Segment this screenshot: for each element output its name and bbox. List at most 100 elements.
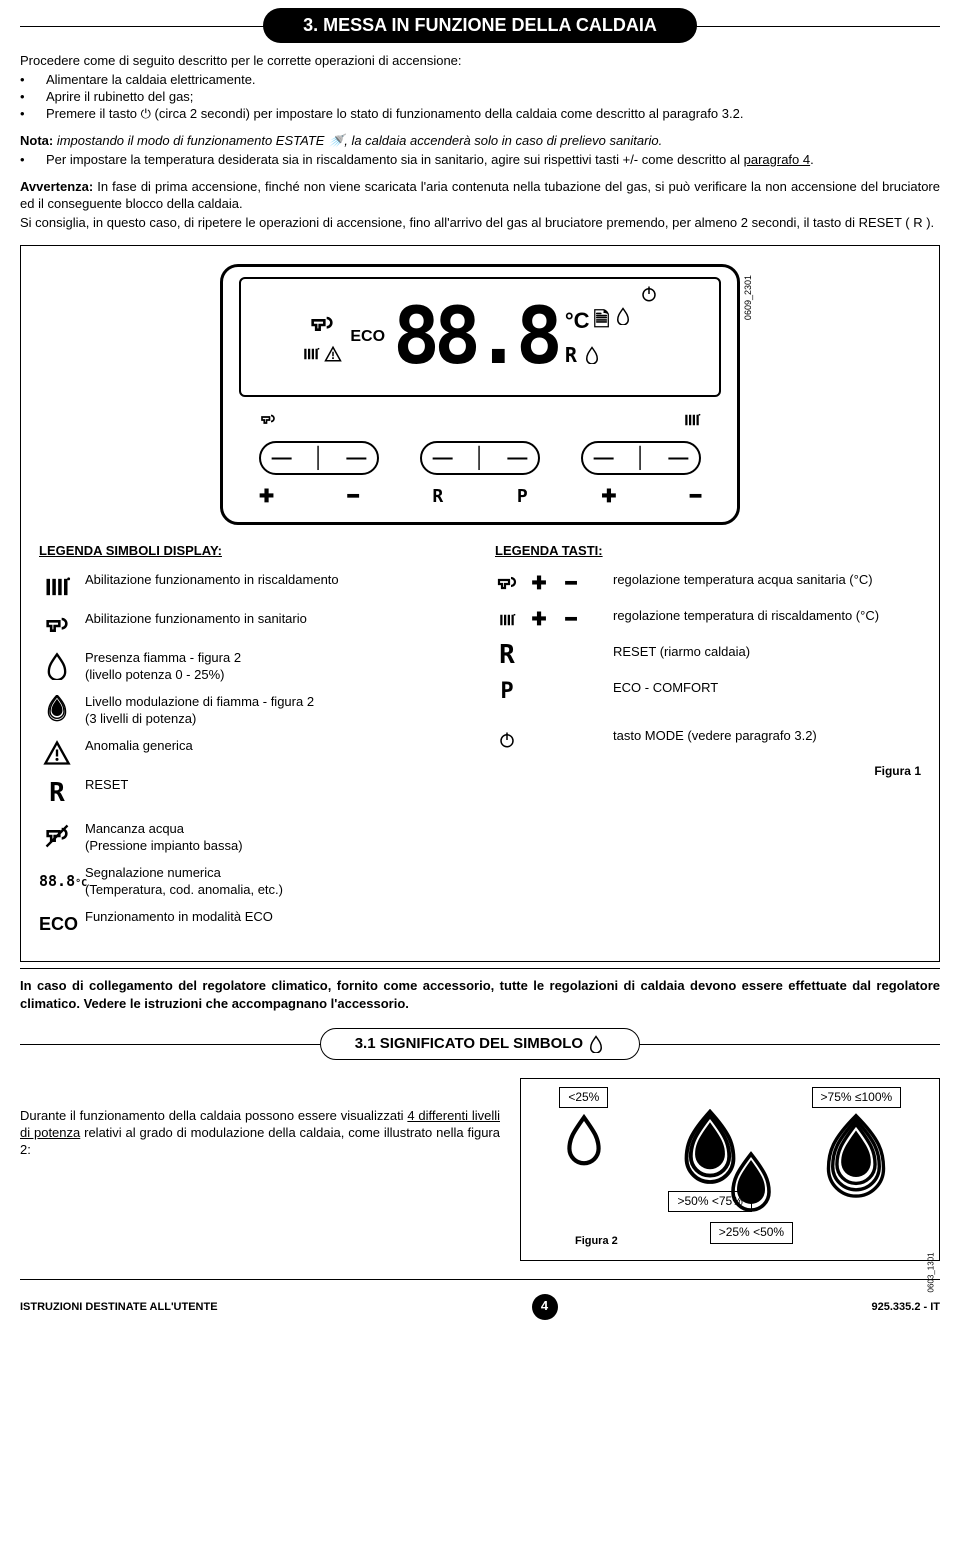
minus-icon: ━ bbox=[690, 485, 701, 508]
legend-row: R RESET bbox=[39, 777, 465, 811]
tap-icon bbox=[302, 311, 342, 339]
radiator-icon bbox=[683, 407, 701, 430]
legend-desc: Anomalia generica bbox=[85, 738, 465, 755]
bullet-2: •Aprire il rubinetto del gas; bbox=[20, 89, 940, 106]
legend-keys-title: LEGENDA TASTI: bbox=[495, 543, 921, 560]
radiator-icon bbox=[302, 345, 320, 363]
rocker-center[interactable]: —│— bbox=[420, 441, 540, 475]
eco-label: ECO bbox=[350, 327, 385, 348]
legend-key-desc: regolazione temperatura acqua sanitaria … bbox=[613, 572, 921, 589]
bullet-1: •Alimentare la caldaia elettricamente. bbox=[20, 72, 940, 89]
warn-icon bbox=[324, 345, 342, 363]
legend-row: Anomalia generica bbox=[39, 738, 465, 767]
reset-r: R bbox=[565, 342, 577, 368]
sub-section-banner: 3.1 SIGNIFICATO DEL SIMBOLO bbox=[20, 1028, 940, 1060]
lcd-screen: ECO 88.8 °C 🗎 R bbox=[239, 277, 721, 397]
legend-key-row: R RESET (riarmo caldaia) bbox=[495, 644, 921, 668]
legend-display-title: LEGENDA SIMBOLI DISPLAY: bbox=[39, 543, 465, 560]
legend-row: Abilitazione funzionamento in sanitario bbox=[39, 611, 465, 640]
legend-key-row: ✚━regolazione temperatura acqua sanitari… bbox=[495, 572, 921, 596]
figura-1-label: Figura 1 bbox=[495, 764, 921, 780]
figure-2-box: <25% >50% <75% >75% ≤100% bbox=[520, 1078, 940, 1261]
legend-row: Mancanza acqua (Pressione impianto bassa… bbox=[39, 821, 465, 855]
flame1-icon bbox=[39, 650, 75, 679]
legend-key-row: P ECO - COMFORT bbox=[495, 680, 921, 704]
legend-desc: Presenza fiamma - figura 2 (livello pote… bbox=[85, 650, 465, 684]
legend-key-row: tasto MODE (vedere paragrafo 3.2) bbox=[495, 728, 921, 752]
flame-icon bbox=[587, 1035, 605, 1053]
bullet-3: •Premere il tasto ⏻ (circa 2 secondi) pe… bbox=[20, 106, 940, 123]
button-rows: —│— —│— —│— ✚ ━ R P ✚ ━ bbox=[239, 407, 721, 508]
legend-row: 88.8°C Segnalazione numerica (Temperatura… bbox=[39, 865, 465, 899]
legend-keys: LEGENDA TASTI: ✚━regolazione temperatura… bbox=[495, 543, 921, 947]
legend-row: Livello modulazione di fiamma - figura 2… bbox=[39, 694, 465, 728]
legend-desc: RESET bbox=[85, 777, 465, 794]
sub-title: 3.1 SIGNIFICATO DEL SIMBOLO bbox=[355, 1035, 583, 1052]
fig2-text: Durante il funzionamento della caldaia p… bbox=[20, 1078, 500, 1159]
plus-icon: ✚ bbox=[601, 485, 616, 508]
flame-level-4-icon bbox=[820, 1112, 892, 1204]
fig2-code: 0603_1301 bbox=[927, 1252, 937, 1292]
legend-key-desc: RESET (riarmo caldaia) bbox=[613, 644, 921, 661]
key-icon bbox=[495, 572, 519, 596]
tapcross-icon bbox=[39, 821, 75, 850]
accessory-note: In caso di collegamento del regolatore c… bbox=[20, 977, 940, 1012]
section-title: 3. MESSA IN FUNZIONE DELLA CALDAIA bbox=[263, 8, 697, 43]
p-label: P bbox=[517, 485, 528, 508]
radiator-icon bbox=[39, 572, 75, 601]
legend-row: Abilitazione funzionamento in riscaldame… bbox=[39, 572, 465, 601]
avvertenza: Avvertenza: In fase di prima accensione,… bbox=[20, 179, 940, 213]
legend-desc: Abilitazione funzionamento in riscaldame… bbox=[85, 572, 465, 589]
avvertenza-2: Si consiglia, in questo caso, di ripeter… bbox=[20, 215, 940, 232]
section-title-banner: 3. MESSA IN FUNZIONE DELLA CALDAIA bbox=[20, 8, 940, 43]
panel-box: 0609_2301 ECO 88.8 °C 🗎 R bbox=[20, 245, 940, 962]
key-icons: P bbox=[495, 680, 605, 704]
legend-row: Presenza fiamma - figura 2 (livello pote… bbox=[39, 650, 465, 684]
lcd-panel: 0609_2301 ECO 88.8 °C 🗎 R bbox=[39, 264, 921, 525]
key-icon: P bbox=[495, 680, 519, 704]
flame-level-2-icon bbox=[723, 1150, 779, 1222]
key-icon: ━ bbox=[559, 608, 583, 632]
legend-key-desc: ECO - COMFORT bbox=[613, 680, 921, 697]
lcd-digits: 88.8 bbox=[393, 298, 557, 376]
warn-icon bbox=[39, 738, 75, 767]
figura-2-label: Figura 2 bbox=[575, 1234, 618, 1248]
key-icons: ✚━ bbox=[495, 608, 605, 632]
tap-icon bbox=[39, 611, 75, 640]
minus-icon: ━ bbox=[348, 485, 359, 508]
legend-key-row: ✚━regolazione temperatura di riscaldamen… bbox=[495, 608, 921, 632]
intro: Procedere come di seguito descritto per … bbox=[20, 53, 940, 70]
legend-display: LEGENDA SIMBOLI DISPLAY: Abilitazione fu… bbox=[39, 543, 465, 947]
rocker-riscaldamento[interactable]: —│— bbox=[581, 441, 701, 475]
legend-desc: Funzionamento in modalità ECO bbox=[85, 909, 465, 926]
level-label: >25% <50% bbox=[710, 1222, 793, 1244]
key-icon: ✚ bbox=[527, 608, 551, 632]
tap-icon bbox=[259, 407, 277, 430]
degc-label: °C bbox=[565, 307, 590, 336]
power-icon bbox=[640, 285, 658, 303]
figure-2-section: Durante il funzionamento della caldaia p… bbox=[20, 1078, 940, 1261]
key-icon bbox=[495, 728, 519, 752]
ECO-icon: ECO bbox=[39, 909, 75, 938]
legend-desc: Mancanza acqua (Pressione impianto bassa… bbox=[85, 821, 465, 855]
key-icon: ━ bbox=[559, 572, 583, 596]
page-footer: ISTRUZIONI DESTINATE ALL'UTENTE 4 925.33… bbox=[20, 1294, 940, 1320]
footer-left: ISTRUZIONI DESTINATE ALL'UTENTE bbox=[20, 1300, 218, 1314]
legend-desc: Abilitazione funzionamento in sanitario bbox=[85, 611, 465, 628]
88.8°C-icon: 88.8°C bbox=[39, 865, 75, 894]
legend-key-desc: tasto MODE (vedere paragrafo 3.2) bbox=[613, 728, 921, 745]
key-icons: R bbox=[495, 644, 605, 668]
key-icons bbox=[495, 728, 605, 752]
bullet-temp: •Per impostare la temperatura desiderata… bbox=[20, 152, 940, 169]
flame-level-1-icon bbox=[559, 1112, 609, 1177]
legend-key-desc: regolazione temperatura di riscaldamento… bbox=[613, 608, 921, 625]
key-icon: R bbox=[495, 644, 519, 668]
flame-icon bbox=[583, 346, 601, 364]
key-icon bbox=[495, 608, 519, 632]
body-text: Procedere come di seguito descritto per … bbox=[20, 53, 940, 231]
R-icon: R bbox=[39, 777, 75, 811]
flame-icon bbox=[614, 307, 632, 325]
level-label: <25% bbox=[559, 1087, 608, 1109]
legend-desc: Segnalazione numerica (Temperatura, cod.… bbox=[85, 865, 465, 899]
rocker-sanitario[interactable]: —│— bbox=[259, 441, 379, 475]
